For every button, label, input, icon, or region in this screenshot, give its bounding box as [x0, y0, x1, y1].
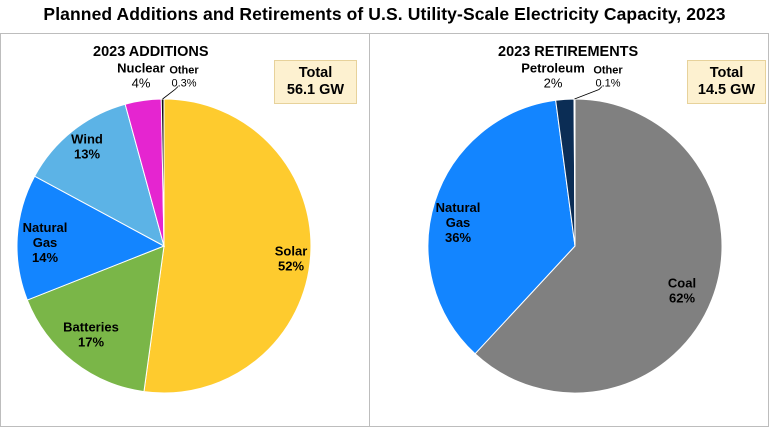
additions-leader-other: [162, 86, 179, 100]
additions-total-box: Total 56.1 GW: [274, 60, 357, 104]
additions-slice-batteries: [26, 245, 165, 393]
additions-label-natural-gas: Natural Gas 14%: [23, 220, 68, 265]
retirements-total-label: Total: [709, 65, 744, 81]
retirements-title: 2023 RETIREMENTS: [498, 44, 639, 60]
retirements-slice-coal: [474, 98, 723, 394]
additions-panel: 2023 ADDITIONS Total 56.1 GW Solar 52% Bat…: [0, 33, 370, 427]
retirements-slice-natural-gas: [427, 99, 576, 355]
chart-main-title: Planned Additions and Retirements of U.S…: [43, 4, 726, 24]
additions-slice-solar: [143, 98, 312, 394]
retirements-label-coal: Coal 62%: [668, 276, 696, 306]
retirements-label-natural-gas: Natural Gas 36%: [436, 200, 481, 245]
additions-slice-natural-gas: [16, 175, 166, 301]
retirements-label-petroleum: Petroleum 2%: [521, 61, 585, 91]
additions-label-wind: Wind 13%: [71, 132, 103, 162]
additions-slice-wind: [33, 103, 165, 247]
additions-label-solar: Solar 52%: [275, 244, 308, 274]
retirements-label-other: Other 0.1%: [593, 65, 623, 90]
retirements-total-box: Total 14.5 GW: [687, 60, 766, 104]
additions-label-batteries: Batteries 17%: [63, 320, 119, 350]
retirements-total-value: 14.5 GW: [697, 82, 756, 98]
retirements-pie: Coal 62% Natural Gas 36% Petroleum 2% Other 0.1%: [427, 61, 723, 394]
additions-total-value: 56.1 GW: [286, 82, 345, 98]
additions-pie: Solar 52% Batteries 17% Natural Gas 14% Wind 13%…: [16, 61, 312, 394]
additions-label-nuclear: Nuclear 4%: [117, 61, 165, 91]
additions-total-label: Total: [298, 65, 333, 81]
additions-title: 2023 ADDITIONS: [93, 44, 209, 60]
retirements-panel: 2023 RETIREMENTS Total 14.5 GW Coal 62% Na…: [369, 33, 769, 427]
retirements-leader-other: [574, 86, 603, 100]
additions-label-other: Other 0.3%: [169, 65, 199, 90]
